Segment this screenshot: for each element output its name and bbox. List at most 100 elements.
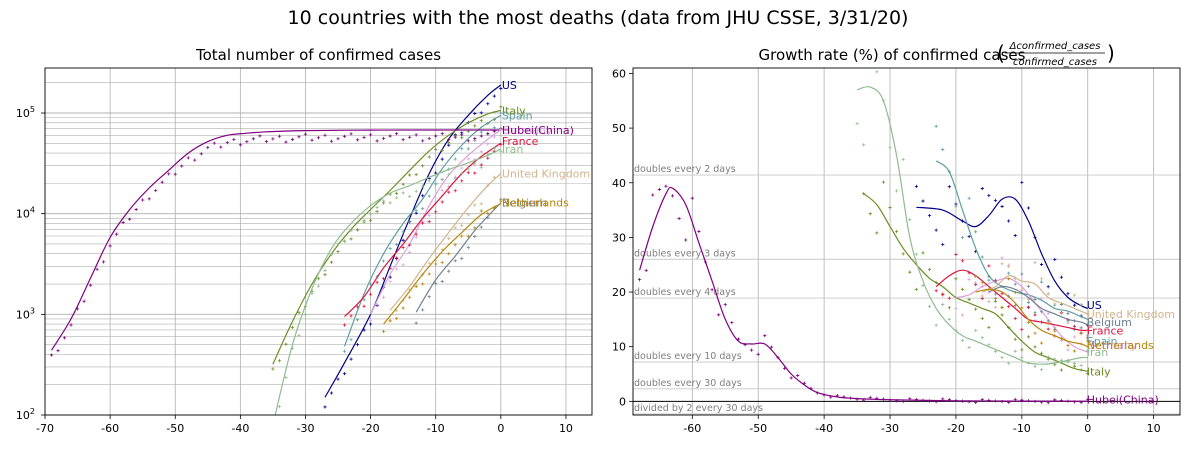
right-data-point (802, 381, 806, 385)
left-data-point (395, 191, 399, 195)
right-data-point (717, 313, 721, 317)
right-data-point (657, 187, 661, 192)
right-data-point (934, 323, 938, 327)
right-end-label-netherlands: Netherlands (1087, 339, 1154, 352)
left-data-point (264, 139, 269, 144)
right-data-point (1040, 296, 1044, 300)
left-data-point (75, 307, 80, 311)
left-end-label-hubei-china: Hubei(China) (502, 124, 574, 137)
left-series-france (342, 142, 503, 327)
left-data-point (329, 253, 334, 257)
right-data-point (1072, 324, 1077, 328)
right-data-point (1046, 285, 1050, 289)
right-data-point (855, 397, 859, 401)
right-data-point (921, 283, 925, 288)
right-data-point (960, 259, 965, 263)
left-data-point (408, 135, 412, 139)
right-grid (633, 68, 1180, 415)
right-data-point (987, 264, 991, 268)
left-data-point (388, 266, 392, 270)
right-data-point (1086, 334, 1090, 338)
left-data-point (368, 322, 373, 326)
left-ytick-label: 105 (16, 105, 35, 120)
left-series-line (389, 173, 502, 311)
left-data-point (440, 260, 444, 265)
left-data-point (447, 269, 451, 273)
left-data-point (421, 282, 425, 286)
left-data-point (323, 133, 327, 137)
left-data-point (421, 164, 425, 168)
right-data-point (1013, 316, 1017, 321)
right-data-point (908, 218, 912, 222)
left-data-point (466, 171, 470, 175)
left-data-point (492, 146, 496, 151)
right-data-point (703, 260, 708, 264)
right-ytick-label: 50 (612, 122, 626, 135)
right-data-point (1033, 345, 1037, 349)
right-data-point (743, 343, 747, 347)
left-data-point (466, 234, 470, 238)
right-data-point (1059, 358, 1063, 362)
left-data-point (408, 173, 412, 177)
right-data-point (974, 307, 978, 311)
left-data-point (69, 323, 73, 327)
right-end-label-belgium: Belgium (1087, 316, 1132, 329)
left-end-label-italy: Italy (502, 104, 526, 117)
right-data-point (1000, 355, 1004, 360)
left-ytick-label: 104 (16, 206, 35, 221)
right-data-point (941, 147, 945, 152)
right-data-point (750, 348, 754, 352)
right-data-point (934, 289, 938, 293)
left-data-point (427, 261, 431, 265)
left-data-point (486, 152, 490, 156)
right-data-point (901, 399, 905, 404)
right-data-point (1059, 336, 1063, 341)
right-data-point (1007, 304, 1011, 309)
right-data-point (1026, 320, 1031, 324)
left-series-line (272, 109, 501, 365)
left-data-point (362, 135, 366, 139)
right-data-point (782, 366, 787, 370)
left-data-point (121, 220, 125, 225)
right-data-point (980, 284, 984, 289)
reference-line-label: doubles every 4 days (634, 287, 736, 298)
left-data-point (277, 134, 282, 138)
left-data-point (82, 299, 86, 303)
right-data-point (941, 242, 945, 247)
right-end-label-spain: Spain (1087, 335, 1118, 348)
left-data-point (49, 353, 54, 357)
left-data-point (362, 328, 366, 332)
right-data-point (1053, 363, 1057, 367)
left-data-point (440, 148, 444, 152)
left-series-line (324, 84, 502, 398)
left-ytick-base: 10 (16, 409, 30, 422)
right-data-point (822, 393, 826, 397)
right-data-point (1072, 400, 1077, 404)
right-data-point (1013, 276, 1017, 280)
right-data-point (1000, 306, 1004, 310)
left-data-point (355, 305, 360, 309)
left-data-point (349, 229, 353, 233)
right-data-point (1046, 327, 1050, 331)
right-data-point (1020, 272, 1024, 276)
right-data-point (914, 287, 918, 291)
right-data-point (1046, 292, 1050, 296)
left-data-point (388, 279, 392, 284)
right-data-point (967, 196, 971, 200)
left-data-point (336, 242, 340, 246)
right-data-point (987, 325, 991, 330)
left-data-point (499, 86, 503, 91)
left-xtick-label: -20 (362, 422, 380, 435)
left-data-point (388, 201, 392, 205)
left-series-belgium (414, 197, 503, 325)
right-data-point (881, 180, 886, 184)
right-data-point (987, 278, 991, 282)
left-data-point (408, 243, 412, 247)
right-data-point (947, 296, 951, 300)
left-data-point (466, 139, 470, 143)
left-data-point (297, 310, 301, 315)
left-data-point (193, 158, 197, 162)
right-data-point (901, 252, 905, 256)
left-data-point (499, 105, 503, 109)
